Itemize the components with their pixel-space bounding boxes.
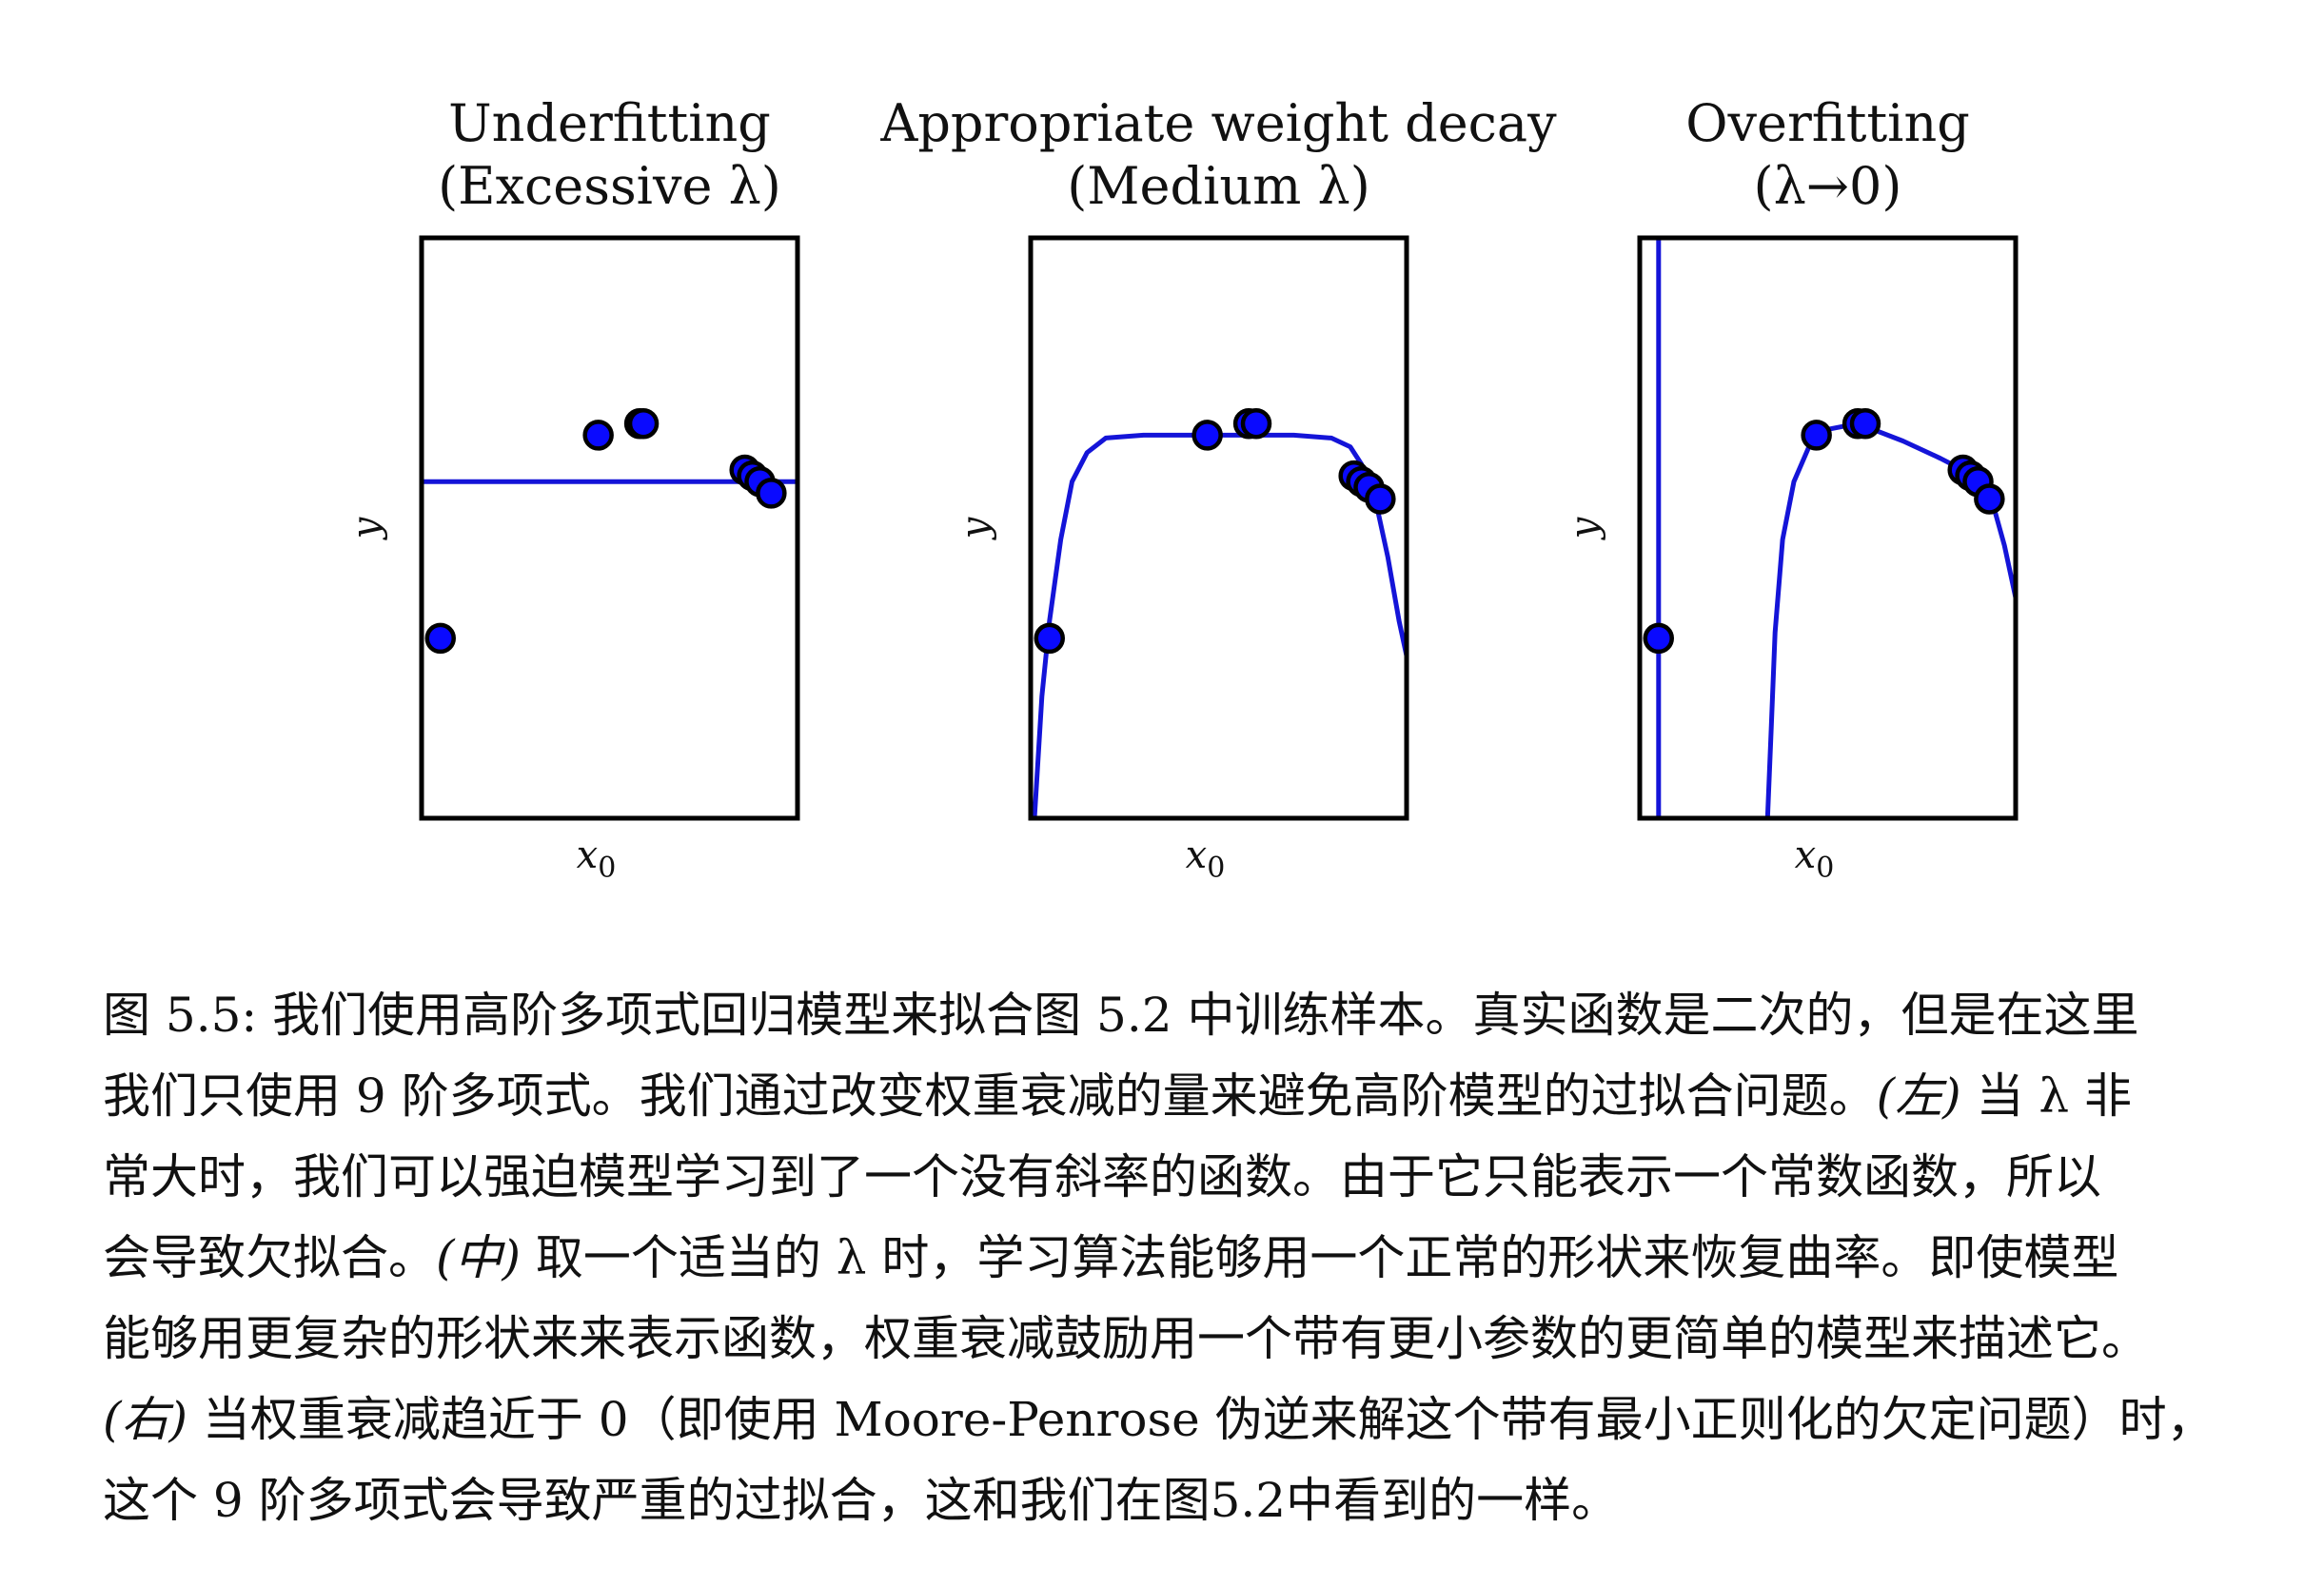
- y-axis-label: y: [1563, 516, 1606, 540]
- x-axis-label: x0: [1186, 833, 1226, 885]
- chart-title: Overfitting: [1685, 93, 1970, 153]
- figure-svg: Underfitting(Excessive λ)x0yAppropriate …: [345, 93, 2019, 885]
- y-axis-label: y: [954, 516, 997, 540]
- figure-caption: 图 5.5: 我们使用高阶多项式回归模型来拟合图 5.2 中训练样本。真实函数是…: [103, 975, 2263, 1541]
- caption-line: (右) 当权重衰减趋近于 0（即使用 Moore-Penrose 伪逆来解这个带…: [103, 1380, 2263, 1460]
- x-axis-label-subscript: 0: [598, 852, 616, 885]
- x-axis-label: x0: [1795, 833, 1835, 885]
- caption-panel-marker: (左): [1876, 1068, 1961, 1124]
- caption-text: 常大时，我们可以强迫模型学习到了一个没有斜率的函数。由于它只能表示一个常数函数，…: [103, 1149, 2101, 1204]
- data-point: [582, 420, 614, 451]
- plot-area: [422, 407, 798, 655]
- data-point: [1365, 483, 1396, 515]
- chart-subtitle: (Excessive λ): [438, 156, 781, 216]
- x-axis-label-subscript: 0: [1816, 852, 1834, 885]
- caption-line: 我们只使用 9 阶多项式。我们通过改变权重衰减的量来避免高阶模型的过拟合问题。(…: [103, 1056, 2263, 1137]
- x-axis-label: x0: [577, 833, 617, 885]
- plot-frame: [1637, 235, 2019, 821]
- y-axis-label: y: [345, 516, 388, 540]
- caption-line: 常大时，我们可以强迫模型学习到了一个没有斜率的函数。由于它只能表示一个常数函数，…: [103, 1137, 2263, 1218]
- data-point: [1192, 420, 1223, 451]
- x-axis-label-base: x: [1795, 833, 1817, 877]
- chart-subtitle: (λ→0): [1754, 156, 1902, 216]
- plot-frame: [419, 235, 800, 821]
- chart-panel-2: Appropriate weight decay(Medium λ) x0 y: [879, 93, 1557, 885]
- data-point: [1801, 420, 1832, 451]
- caption-text: 取一个适当的 λ 时，学习算法能够用一个正常的形状来恢复曲率。即使模型: [521, 1230, 2119, 1285]
- caption-text: 当 λ 非: [1960, 1068, 2132, 1124]
- data-point: [756, 478, 787, 509]
- chart-title: Underfitting: [448, 93, 771, 153]
- caption-text: 图 5.5: 我们使用高阶多项式回归模型来拟合图 5.2 中训练样本。真实函数是…: [103, 988, 2139, 1043]
- data-point: [1643, 622, 1674, 655]
- caption-panel-marker: (中): [436, 1230, 522, 1285]
- plot-frame: [1028, 235, 1409, 821]
- data-point: [424, 622, 456, 655]
- caption-line: 会导致欠拟合。(中) 取一个适当的 λ 时，学习算法能够用一个正常的形状来恢复曲…: [103, 1218, 2263, 1299]
- caption-text: 我们只使用 9 阶多项式。我们通过改变权重衰减的量来避免高阶模型的过拟合问题。: [103, 1068, 1877, 1124]
- chart-title: Appropriate weight decay: [879, 93, 1557, 153]
- caption-text: 能够用更复杂的形状来来表示函数，权重衰减鼓励用一个带有更小参数的更简单的模型来描…: [103, 1311, 2149, 1366]
- figure: Underfitting (Excessive λ) x0 y Appropriate …: [345, 93, 2019, 885]
- data-point: [627, 407, 660, 440]
- caption-text: 这个 9 阶多项式会导致严重的过拟合，这和我们在图5.2中看到的一样。: [103, 1473, 1620, 1528]
- caption-line: 图 5.5: 我们使用高阶多项式回归模型来拟合图 5.2 中训练样本。真实函数是…: [103, 975, 2263, 1056]
- data-point: [1849, 407, 1881, 440]
- caption-panel-marker: (右): [103, 1392, 188, 1447]
- data-point: [1974, 483, 2005, 515]
- x-axis-label-base: x: [1186, 833, 1208, 877]
- plot-area: [1643, 238, 2016, 818]
- chart-subtitle: (Medium λ): [1067, 156, 1370, 216]
- caption-text: 会导致欠拟合。: [103, 1230, 436, 1285]
- caption-line: 能够用更复杂的形状来来表示函数，权重衰减鼓励用一个带有更小参数的更简单的模型来描…: [103, 1299, 2263, 1380]
- chart-panel-3: Overfitting(λ→0) x0 y: [1563, 93, 2019, 885]
- plot-area: [1032, 407, 1407, 818]
- chart-panel-1: Underfitting(Excessive λ) x0 y: [345, 93, 800, 885]
- caption-line: 这个 9 阶多项式会导致严重的过拟合，这和我们在图5.2中看到的一样。: [103, 1460, 2263, 1541]
- x-axis-label-base: x: [577, 833, 599, 877]
- caption-text: 当权重衰减趋近于 0（即使用 Moore-Penrose 伪逆来解这个带有最小正…: [187, 1392, 2215, 1447]
- x-axis-label-subscript: 0: [1207, 852, 1225, 885]
- data-point: [1034, 622, 1065, 655]
- data-point: [1240, 407, 1272, 440]
